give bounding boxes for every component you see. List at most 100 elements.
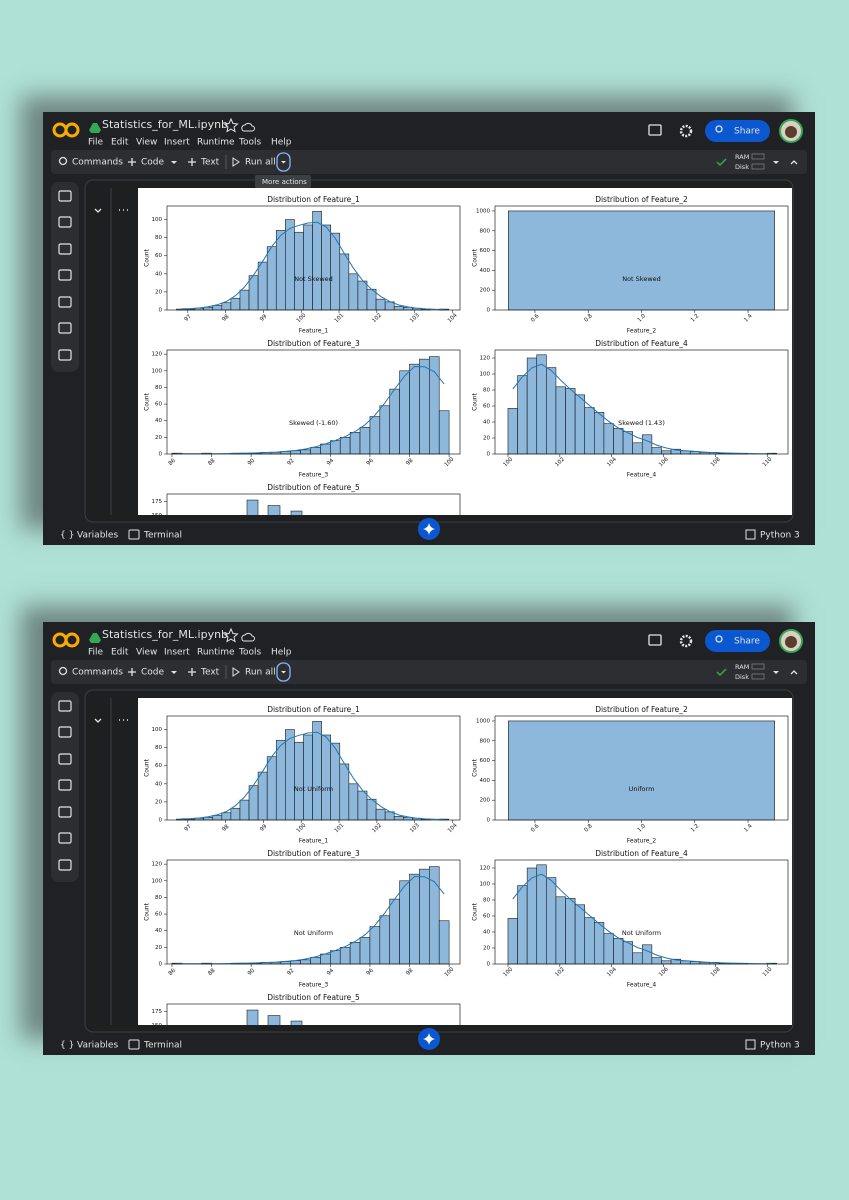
dropdown-arrow[interactable]: [171, 671, 177, 674]
histogram-bar: [574, 904, 586, 965]
menu-item[interactable]: Help: [271, 138, 292, 148]
drive-icon: [89, 633, 101, 643]
share-button[interactable]: [705, 120, 770, 142]
plot-annotation: Not Skewed: [622, 275, 661, 283]
y-tick-label: 20: [483, 946, 490, 952]
more-actions-button[interactable]: [276, 152, 291, 172]
commands-button[interactable]: Commands: [72, 668, 123, 678]
kde-line: [176, 365, 445, 455]
notebook-title[interactable]: Statistics_for_ML.ipynb: [102, 628, 228, 641]
collapse-icon[interactable]: [790, 670, 798, 675]
menu-item[interactable]: Help: [271, 648, 292, 658]
kernel-label[interactable]: Python 3: [760, 531, 800, 541]
menu-item[interactable]: Edit: [111, 648, 129, 658]
kernel-icon: [745, 529, 756, 540]
y-tick-label: 600: [480, 248, 491, 254]
add-code-button[interactable]: Code: [141, 668, 165, 678]
y-tick-label: 40: [155, 928, 162, 934]
sidebar-icon[interactable]: [58, 296, 72, 308]
notebook-title[interactable]: Statistics_for_ML.ipynb: [102, 118, 228, 131]
variables-button[interactable]: Variables: [77, 531, 118, 541]
menu-item[interactable]: Insert: [164, 648, 190, 658]
plot-title: Distribution of Feature_4: [595, 339, 688, 348]
comment-icon[interactable]: [648, 634, 662, 646]
y-tick-label: 80: [155, 745, 162, 751]
histogram-bar: [321, 224, 332, 311]
sidebar-icon[interactable]: [58, 700, 72, 712]
star-icon[interactable]: [223, 117, 239, 133]
commands-button[interactable]: Commands: [72, 158, 123, 168]
share-button[interactable]: [705, 630, 770, 652]
run-all-button[interactable]: Run all: [245, 668, 276, 678]
histogram-bar: [357, 790, 368, 821]
settings-icon[interactable]: [679, 634, 693, 648]
variables-button[interactable]: Variables: [77, 1041, 118, 1051]
menu-item[interactable]: File: [88, 648, 104, 658]
kde-line: [512, 363, 772, 455]
histogram-bar: [393, 816, 404, 821]
histogram-bar: [257, 771, 268, 821]
sidebar-icon[interactable]: [58, 779, 72, 791]
menu-item[interactable]: View: [136, 648, 157, 658]
sidebar-icon[interactable]: [58, 726, 72, 738]
sidebar-icon[interactable]: [58, 322, 72, 334]
sidebar-icon[interactable]: [58, 216, 72, 228]
output-figure: Distribution of Feature_1 0 20 40 60 80 100 97 9…: [144, 195, 789, 515]
add-text-button[interactable]: Text: [200, 158, 220, 168]
y-tick-label: 120: [152, 862, 163, 868]
star-icon[interactable]: [223, 627, 239, 643]
dropdown-arrow[interactable]: [171, 161, 177, 164]
y-tick-label: 80: [155, 385, 162, 391]
menu-item[interactable]: Edit: [111, 138, 129, 148]
y-tick-label: 80: [155, 235, 162, 241]
y-tick-label: 600: [480, 758, 491, 764]
menu-item[interactable]: Tools: [238, 648, 261, 658]
menu-item[interactable]: Tools: [238, 138, 261, 148]
add-code-button[interactable]: Code: [141, 158, 165, 168]
dropdown-arrow[interactable]: [773, 161, 779, 164]
toolbar: [51, 150, 807, 174]
sidebar-icon[interactable]: [58, 190, 72, 202]
sidebar-icon[interactable]: [58, 753, 72, 765]
run-all-button[interactable]: Run all: [245, 158, 276, 168]
sidebar-icon[interactable]: [58, 349, 72, 361]
menu-item[interactable]: Runtime: [197, 648, 235, 658]
terminal-button[interactable]: Terminal: [143, 1041, 182, 1051]
terminal-button[interactable]: Terminal: [143, 531, 182, 541]
y-tick-label: 60: [155, 912, 162, 918]
run-icon: [232, 667, 240, 677]
y-tick-label: 175: [152, 1009, 163, 1015]
histogram-bar: [661, 960, 672, 965]
histogram-bar: [517, 375, 528, 455]
y-tick-label: 20: [155, 435, 162, 441]
settings-icon[interactable]: [679, 124, 693, 138]
sidebar-icon[interactable]: [58, 243, 72, 255]
collapse-icon[interactable]: [790, 160, 798, 165]
y-tick-label: 1000: [476, 208, 490, 214]
sidebar-icon[interactable]: [58, 806, 72, 818]
menu-item[interactable]: File: [88, 138, 104, 148]
more-actions-button[interactable]: [276, 662, 291, 682]
cell-collapse[interactable]: [94, 208, 102, 213]
sidebar-icon[interactable]: [58, 832, 72, 844]
x-tick-label: 96: [366, 967, 376, 977]
x-tick-label: 99: [259, 313, 269, 323]
histogram-bar: [507, 408, 518, 455]
histogram-bar: [275, 230, 286, 311]
sidebar-icon[interactable]: [58, 269, 72, 281]
cloud-icon: [241, 632, 255, 642]
menu-item[interactable]: Runtime: [197, 138, 235, 148]
kernel-label[interactable]: Python 3: [760, 1041, 800, 1051]
logo: [52, 632, 68, 648]
comment-icon[interactable]: [648, 124, 662, 136]
menu-item[interactable]: Insert: [164, 138, 190, 148]
dropdown-arrow[interactable]: [773, 671, 779, 674]
cell-collapse[interactable]: [94, 718, 102, 723]
colab-window: Statistics_for_ML.ipynb File Edit View Inser…: [43, 112, 815, 545]
x-tick-label: 101: [334, 313, 346, 325]
sidebar: [51, 692, 79, 882]
sidebar-icon[interactable]: [58, 859, 72, 871]
histogram-bar: [212, 305, 223, 311]
add-text-button[interactable]: Text: [200, 668, 220, 678]
menu-item[interactable]: View: [136, 138, 157, 148]
